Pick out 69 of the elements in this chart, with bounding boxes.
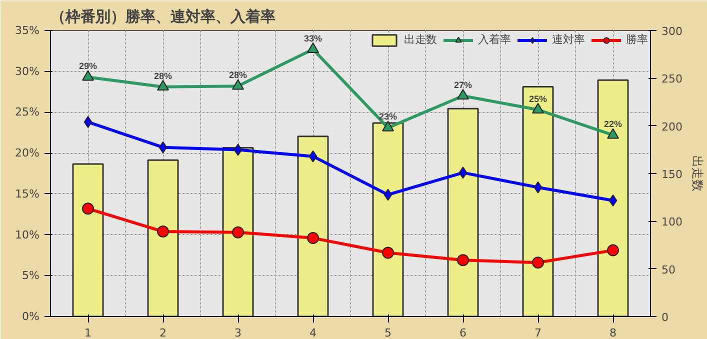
- y-tick-label: 30%: [15, 64, 40, 78]
- data-label: 28%: [154, 70, 172, 81]
- x-tick-label: 3: [234, 326, 242, 339]
- point: [82, 70, 94, 81]
- y2-tick-label: 200: [662, 120, 682, 134]
- point: [84, 116, 92, 128]
- y2-tick-label: 0: [662, 311, 668, 324]
- y-tick-label: 5%: [22, 269, 40, 282]
- x-tick-label: 6: [460, 326, 466, 339]
- y-tick-label: 25%: [15, 106, 40, 119]
- x-tick-label: 8: [610, 326, 616, 339]
- y2-tick-label: 150: [662, 168, 682, 181]
- point: [607, 128, 619, 139]
- bar: [222, 147, 254, 316]
- y-tick-label: 10%: [15, 228, 40, 242]
- point: [608, 194, 618, 206]
- point: [82, 202, 94, 215]
- bar: [72, 163, 104, 316]
- point: [458, 166, 468, 179]
- legend-label: 入着率: [478, 32, 511, 47]
- point: [307, 42, 319, 53]
- point: [457, 89, 469, 100]
- bar: [297, 136, 329, 316]
- y-tick-label: 15%: [15, 187, 40, 200]
- data-label: 28%: [228, 70, 248, 80]
- point: [157, 80, 169, 91]
- y-tick-label: 35%: [15, 24, 40, 37]
- point: [534, 181, 542, 194]
- point: [532, 256, 544, 269]
- data-label: 27%: [454, 80, 472, 90]
- data-label: 33%: [304, 33, 322, 44]
- point: [532, 102, 544, 114]
- data-label: 22%: [604, 119, 622, 130]
- y2-tick-label: 100: [662, 216, 682, 229]
- point: [607, 244, 619, 256]
- point: [234, 144, 242, 156]
- y2-axis-title: 出走数: [690, 156, 704, 192]
- point: [158, 141, 168, 154]
- point: [382, 246, 394, 259]
- data-label: 23%: [378, 112, 398, 122]
- legend-label: 勝率: [626, 32, 648, 47]
- point: [457, 254, 469, 266]
- bar: [447, 108, 479, 316]
- chart-title: （枠番別）勝率、連対率、入着率: [50, 8, 276, 26]
- x-tick-label: 4: [310, 326, 316, 339]
- y-tick-label: 0%: [22, 310, 40, 323]
- point: [232, 226, 244, 238]
- y-tick-label: 20%: [15, 146, 40, 160]
- legend-label: 出走数: [404, 32, 437, 47]
- bar: [597, 79, 629, 316]
- data-label: 29%: [78, 61, 98, 72]
- point: [308, 150, 318, 162]
- bar: [372, 122, 404, 316]
- y2-tick-label: 50: [662, 263, 676, 276]
- bar: [522, 86, 554, 316]
- y2-tick-label: 300: [662, 25, 682, 38]
- point: [157, 226, 169, 238]
- x-tick-label: 1: [84, 326, 92, 339]
- bar: [147, 159, 179, 316]
- legend-label: 連対率: [552, 32, 585, 47]
- point: [384, 188, 392, 201]
- x-tick-label: 7: [534, 326, 542, 339]
- point: [232, 79, 244, 90]
- data-label: 25%: [528, 94, 548, 104]
- x-tick-label: 2: [160, 326, 166, 339]
- point: [382, 120, 394, 132]
- y2-tick-label: 250: [662, 72, 682, 86]
- x-tick-label: 5: [384, 326, 392, 339]
- point: [307, 232, 319, 244]
